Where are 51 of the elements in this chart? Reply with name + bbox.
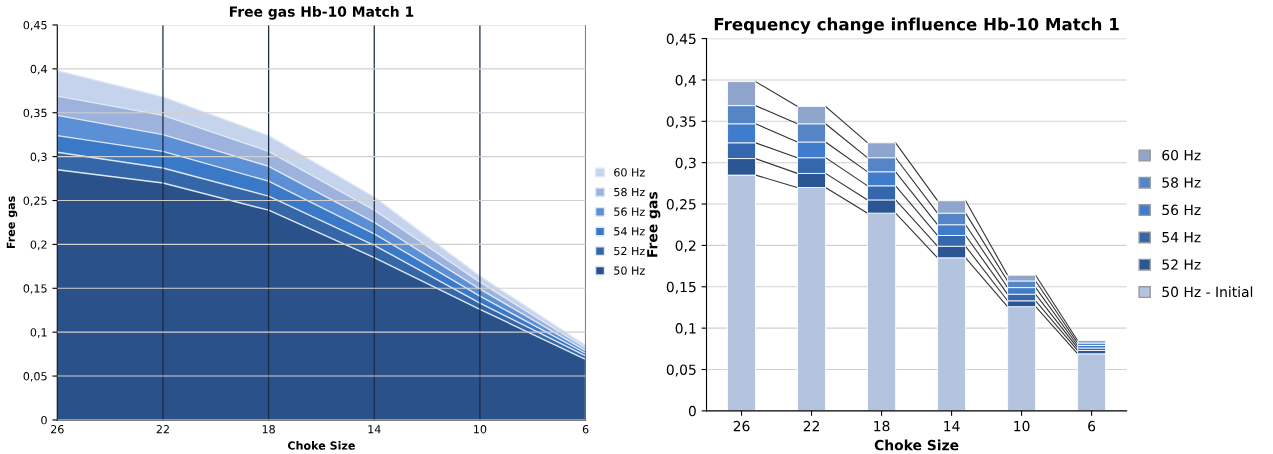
y-tick-label: 0,1 [675,323,696,336]
y-tick-label: 0,25 [23,196,47,207]
y-tick-label: 0,35 [23,108,47,119]
y-tick-label: 0,1 [30,328,47,338]
y-tick-label: 0,4 [30,64,47,75]
legend-label: 54 Hz [1162,232,1201,243]
y-tick-label: 0,05 [666,364,696,377]
legend-label: 50 Hz [614,266,645,275]
legend-label: 50 Hz - Initial [1162,286,1253,298]
y-tick-label: 0,35 [666,116,696,129]
legend-label: 56 Hz [614,207,645,216]
y-tick-label: 0,2 [30,240,47,250]
y-tick-label: 0,45 [666,33,696,46]
x-tick-label: 18 [874,420,890,432]
x-tick-label: 22 [156,425,169,434]
y-axis-title: Free gas [6,196,18,249]
bar [1077,353,1107,411]
y-tick-label: 0,45 [23,20,47,31]
y-tick-label: 0,25 [666,199,696,211]
x-tick-label: 14 [944,421,960,432]
y-tick-label: 0,2 [675,240,696,253]
x-tick-label: 14 [368,425,381,434]
x-tick-label: 26 [733,420,750,432]
y-tick-label: 0,05 [23,372,47,382]
y-tick-label: 0,15 [23,284,47,294]
x-tick-label: 18 [262,425,275,434]
y-tick-label: 0 [688,405,696,417]
legend-label: 58 Hz [1162,177,1201,188]
x-tick-label: 10 [474,425,487,434]
x-tick-label: 10 [1014,420,1030,432]
y-axis-title: Free gas [647,192,661,257]
x-tick-label: 6 [582,425,589,434]
chart-title: Free gas Hb-10 Match 1 [229,6,414,20]
y-tick-label: 0,3 [30,152,47,163]
y-tick-label: 0,15 [666,281,696,294]
y-tick-label: 0 [41,415,47,425]
x-tick-label: 22 [803,420,819,432]
x-axis-title: Choke Size [287,441,355,450]
x-axis-title: Choke Size [874,439,959,451]
legend-label: 60 Hz [1162,149,1201,161]
legend-label: 58 Hz [614,187,645,197]
legend-label: 52 Hz [614,246,645,256]
y-tick-label: 0,3 [675,157,696,170]
x-tick-label: 26 [51,425,64,434]
legend-label: 54 Hz [614,227,645,236]
chart-title: Frequency change influence Hb-10 Match 1 [714,17,1119,34]
legend-label: 60 Hz [614,168,645,177]
legend-label: 56 Hz [1162,204,1201,216]
y-tick-label: 0,4 [675,74,697,87]
x-tick-label: 6 [1088,420,1096,432]
legend-label: 52 Hz [1162,259,1201,270]
